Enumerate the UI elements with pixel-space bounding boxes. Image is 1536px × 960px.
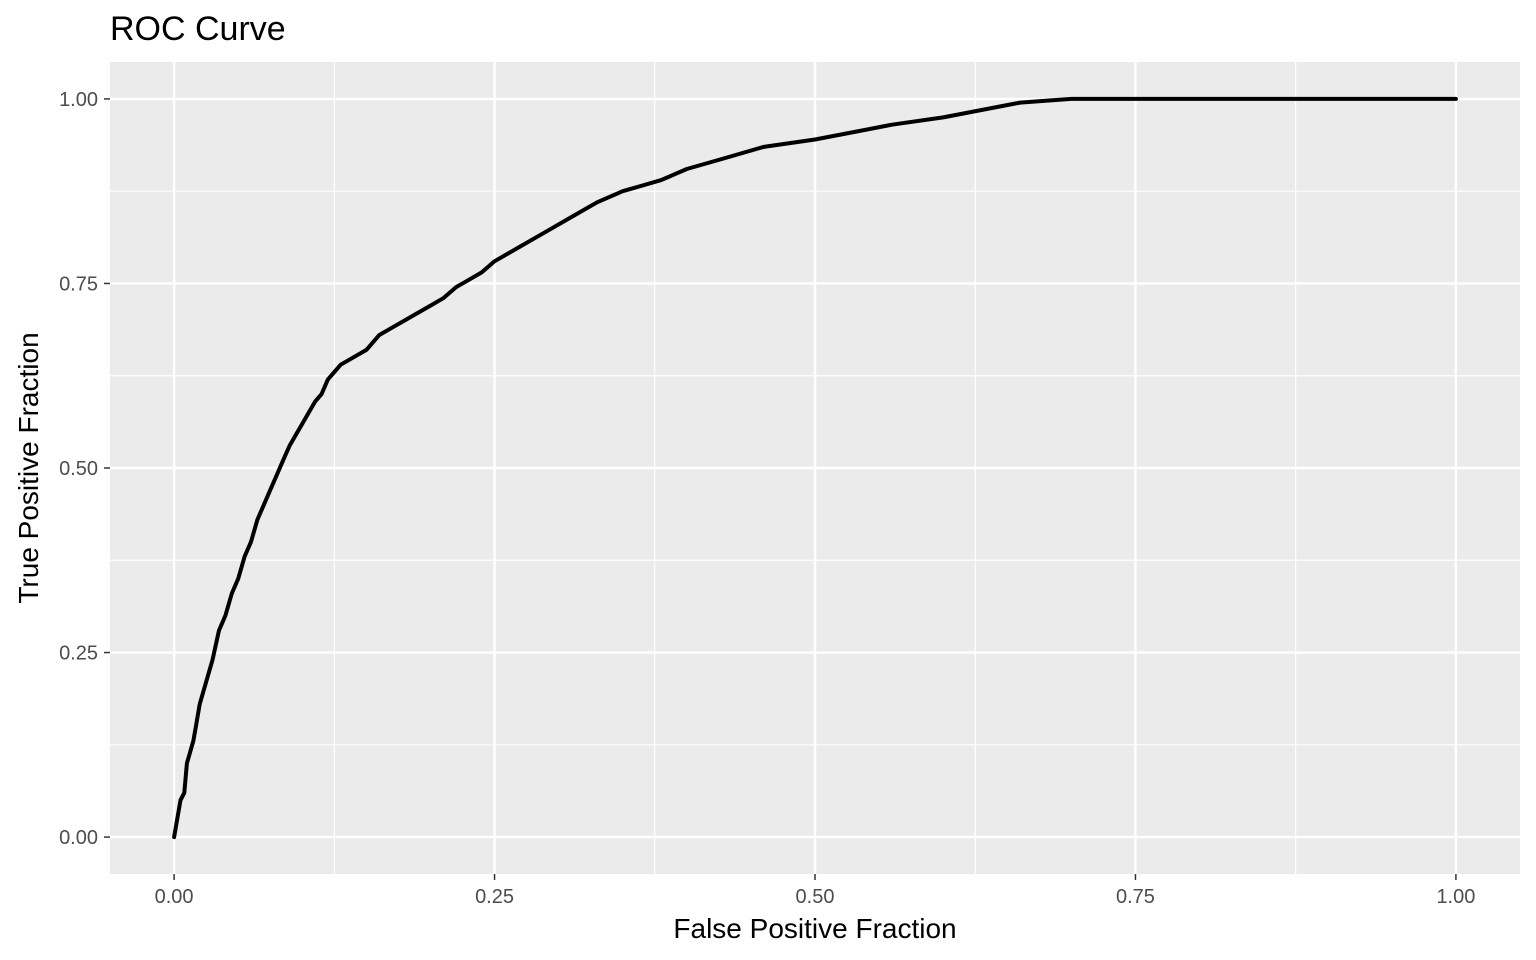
y-tick-label: 0.50 — [59, 458, 98, 480]
y-axis-ticks: 0.00 0.25 0.50 0.75 1.00 — [59, 89, 110, 849]
y-tick-label: 0.75 — [59, 273, 98, 295]
y-tick-label: 1.00 — [59, 89, 98, 111]
y-axis-title: True Positive Fraction — [13, 332, 44, 603]
y-tick-label: 0.00 — [59, 827, 98, 849]
x-tick-label: 0.25 — [475, 886, 514, 908]
major-gridlines — [110, 62, 1520, 874]
x-tick-label: 1.00 — [1436, 886, 1475, 908]
roc-curve-line — [172, 96, 1458, 840]
x-tick-label: 0.75 — [1116, 886, 1155, 908]
x-axis-ticks: 0.00 0.25 0.50 0.75 1.00 — [155, 874, 1475, 908]
chart-title: ROC Curve — [110, 10, 286, 48]
x-axis-title: False Positive Fraction — [673, 913, 956, 944]
y-tick-label: 0.25 — [59, 643, 98, 665]
x-tick-label: 0.00 — [155, 886, 194, 908]
series-layer — [172, 96, 1458, 840]
x-tick-label: 0.50 — [796, 886, 835, 908]
